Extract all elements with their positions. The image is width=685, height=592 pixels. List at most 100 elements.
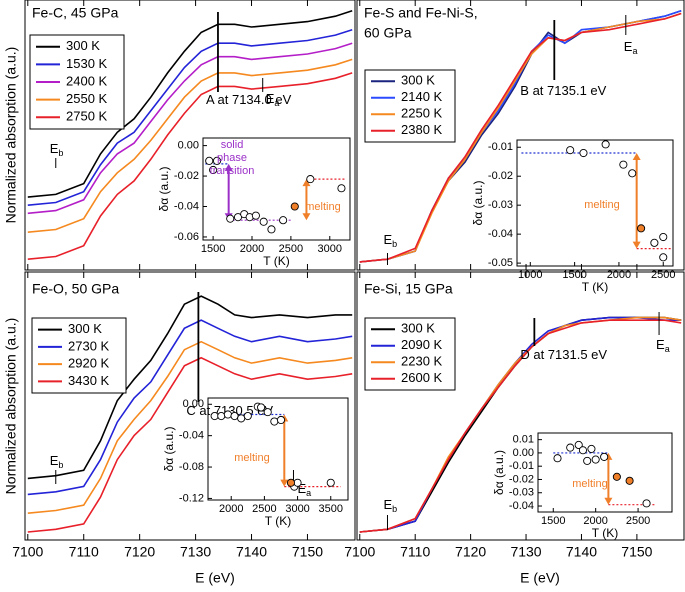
marker-subscript: b — [392, 504, 397, 514]
spectrum-line — [27, 10, 353, 198]
inset-y-tick-label: -0.02 — [174, 170, 199, 182]
inset-y-tick-label: -0.04 — [174, 200, 199, 212]
inset-x-label: T (K) — [263, 254, 289, 268]
legend-label: 2550 K — [66, 91, 108, 106]
marker-label: B at 7135.1 eV — [520, 83, 606, 98]
inset-x-tick-label: 2500 — [651, 269, 675, 281]
y-axis-label: Normalized absorption (a.u.) — [3, 318, 19, 495]
marker-text: B at 7135.1 eV — [520, 83, 606, 98]
legend-label: 300 K — [401, 73, 435, 88]
marker-text: A at 7134.0 eV — [206, 92, 292, 107]
legend-label: 300 K — [66, 38, 100, 53]
panel-title: 60 GPa — [364, 25, 412, 41]
marker-label: Eb — [383, 232, 397, 249]
data-point — [259, 217, 268, 226]
data-point — [210, 411, 219, 421]
data-point — [601, 140, 610, 149]
data-point — [337, 184, 346, 193]
legend-label: 2920 K — [68, 356, 110, 371]
data-point — [650, 238, 659, 247]
marker-label: Eb — [50, 141, 64, 158]
x-tick-label: 7130 — [180, 544, 211, 560]
legend-label: 2090 K — [401, 337, 443, 352]
inset-y-tick-label: -0.02 — [509, 473, 534, 485]
inset-y-tick-label: -0.03 — [509, 487, 534, 499]
data-point — [574, 440, 583, 449]
marker-subscript: a — [632, 46, 637, 56]
data-point — [642, 499, 651, 508]
data-point — [659, 253, 668, 262]
data-point — [612, 472, 621, 481]
annotation: melting — [572, 478, 607, 490]
data-point — [566, 443, 575, 452]
inset-y-tick-label: -0.05 — [488, 257, 513, 269]
marker-text: E — [297, 481, 306, 496]
x-tick-label: 7110 — [69, 544, 99, 560]
data-point — [578, 446, 587, 455]
data-point — [566, 146, 575, 155]
inset-y-tick-label: 0.00 — [513, 447, 534, 459]
spectrum-line — [359, 12, 682, 263]
spectrum-line — [27, 72, 353, 260]
marker-subscript: b — [58, 460, 63, 470]
spectrum-line — [27, 58, 353, 233]
legend-label: 1530 K — [66, 56, 108, 71]
legend-label: 2400 K — [66, 73, 108, 88]
inset-x-tick-label: 3500 — [319, 503, 343, 515]
inset-y-tick-label: -0.02 — [488, 170, 513, 182]
x-tick-label: 7120 — [455, 544, 486, 560]
marker-subscript: a — [274, 98, 279, 108]
inset-y-tick-label: 0.00 — [178, 140, 199, 152]
legend-label: 2230 K — [401, 354, 443, 369]
arrow-head — [632, 241, 641, 249]
data-point — [326, 478, 335, 487]
spectrum-line — [27, 340, 353, 514]
x-tick-label: 7100 — [12, 544, 43, 560]
legend-label: 2380 K — [401, 122, 443, 137]
inset-y-tick-label: -0.01 — [509, 460, 534, 472]
inset-y-label: δα (a.u.) — [157, 167, 171, 212]
inset-x-tick-label: 1500 — [201, 243, 225, 255]
inset-y-label: δα (a.u.) — [471, 181, 485, 226]
spectrum-line — [27, 295, 353, 480]
marker-text: E — [383, 497, 392, 512]
inset-frame — [207, 397, 349, 501]
panel-title: Fe-C, 45 GPa — [32, 5, 119, 21]
annotation: phase — [217, 152, 247, 164]
data-point — [251, 211, 260, 220]
data-point — [625, 476, 634, 485]
panel-title: Fe-O, 50 GPa — [32, 281, 119, 297]
spectrum-line — [27, 28, 353, 206]
spectrum-line — [27, 319, 353, 496]
inset-x-tick-label: 1500 — [562, 269, 586, 281]
legend-label: 2140 K — [401, 89, 443, 104]
marker-text: E — [383, 232, 392, 247]
legend-label: 300 K — [68, 321, 102, 336]
data-point — [591, 455, 600, 464]
x-tick-label: 7150 — [621, 544, 652, 560]
x-tick-label: 7140 — [566, 544, 597, 560]
inset-x-label: T (K) — [582, 280, 608, 294]
data-point — [553, 454, 562, 463]
inset-y-tick-label: -0.01 — [488, 141, 513, 153]
inset-x-label: T (K) — [265, 514, 291, 528]
data-point — [306, 175, 315, 184]
inset-y-tick-label: 0.00 — [183, 398, 204, 410]
marker-label: Ea — [656, 337, 670, 354]
marker-text: D at 7131.5 eV — [520, 347, 607, 362]
marker-subscript: b — [392, 239, 397, 249]
data-point — [263, 408, 272, 417]
panel-frame — [24, 271, 356, 541]
data-point — [600, 452, 609, 461]
data-point — [230, 411, 239, 421]
x-tick-label: 7100 — [344, 544, 375, 560]
panel-frame — [24, 0, 356, 271]
data-point — [212, 156, 222, 165]
legend-label: 3430 K — [68, 373, 110, 388]
data-point — [276, 415, 286, 425]
data-point — [637, 224, 646, 233]
inset-x-tick-label: 3000 — [318, 243, 342, 255]
x-tick-label: 7130 — [510, 544, 541, 560]
